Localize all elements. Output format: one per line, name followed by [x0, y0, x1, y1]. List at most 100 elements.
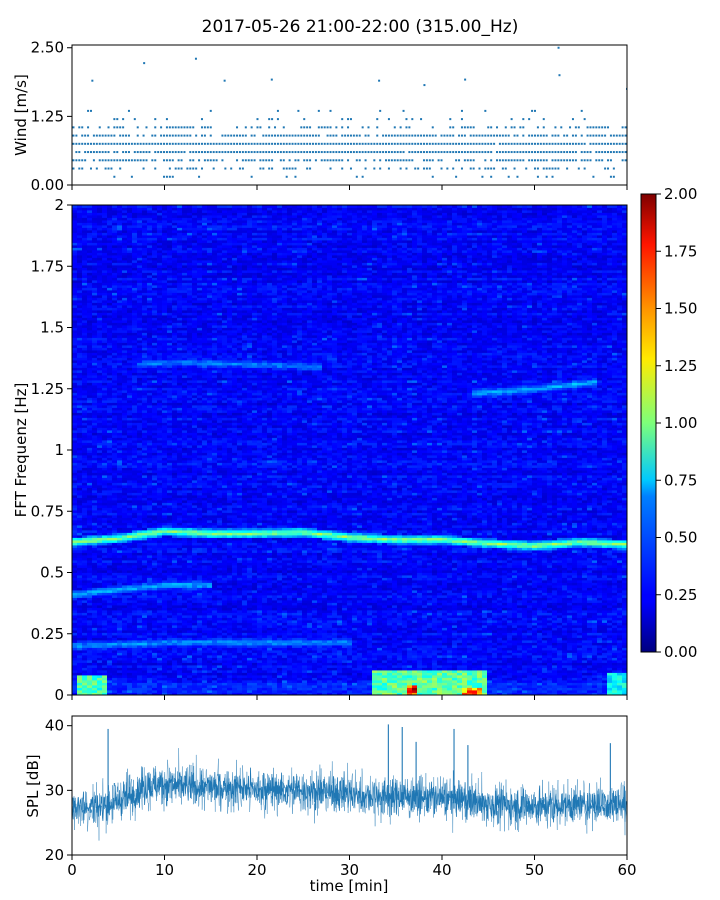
spectrogram-cell [77, 593, 82, 596]
spectrogram-cell [147, 265, 152, 268]
spectrogram-cell [112, 258, 117, 261]
spectrogram-cell [162, 655, 167, 658]
spectrogram-cell [152, 545, 157, 548]
wind-point [289, 159, 291, 161]
wind-point [277, 135, 279, 137]
spectrogram-cell [162, 260, 167, 263]
spectrogram-cell [112, 413, 117, 416]
spectrogram-cell [162, 303, 167, 306]
spectrogram-cell [112, 328, 117, 331]
spectrogram-cell [167, 648, 172, 651]
spectrogram-cell [87, 210, 92, 213]
spectrogram-cell [97, 603, 102, 606]
spectrogram-cell [102, 648, 107, 651]
spectrogram-cell [82, 268, 87, 271]
spectrogram-cell [137, 325, 142, 328]
spectrogram-cell [132, 538, 137, 541]
spectrogram-cell [97, 263, 102, 266]
spectrogram-cell [127, 285, 132, 288]
spectrogram-cell [122, 323, 127, 326]
spectrogram-cell [82, 610, 87, 613]
spectrogram-cell [92, 278, 97, 281]
spectrogram-cell [112, 498, 117, 501]
spectrogram-cell [92, 413, 97, 416]
wind-point [569, 151, 571, 153]
spectrogram-cell [132, 305, 137, 308]
spectrogram-cell [122, 553, 127, 556]
spectrogram-cell [97, 543, 102, 546]
spectrogram-cell [167, 250, 172, 253]
spectrogram-cell [92, 243, 97, 246]
spectrogram-cell [167, 418, 172, 421]
spectrogram-cell [102, 583, 107, 586]
spectrogram-cell [127, 460, 132, 463]
spectrogram-cell [97, 425, 102, 428]
spectrogram-cell [157, 398, 162, 401]
wind-point [239, 135, 241, 137]
spectrogram-cell [152, 525, 157, 528]
spectrogram-cell [122, 625, 127, 628]
wind-point [607, 126, 609, 128]
spectrogram-cell [77, 605, 82, 608]
wind-point [297, 151, 299, 153]
spectrogram-cell [82, 455, 87, 458]
wind-point [592, 143, 594, 145]
wind-point [566, 159, 568, 161]
wind-point [327, 143, 329, 145]
wind-point [598, 151, 600, 153]
spectrogram-cell [137, 425, 142, 428]
spectrogram-cell [152, 543, 157, 546]
spectrogram-cell [82, 665, 87, 668]
spectrogram-cell [172, 643, 177, 646]
spectrogram-cell [122, 355, 127, 358]
wind-point [420, 151, 422, 153]
spectrogram-cell [127, 448, 132, 451]
spectrogram-cell [152, 343, 157, 346]
wind-point [356, 135, 358, 137]
spectrogram-cell [167, 618, 172, 621]
spectrogram-cell [122, 218, 127, 221]
wind-point [350, 118, 352, 120]
wind-point [245, 135, 247, 137]
wind-point [370, 151, 372, 153]
spectrogram-cell [167, 210, 172, 213]
spectrogram-cell [127, 315, 132, 318]
spectrogram-cell [147, 535, 152, 538]
wind-point [181, 159, 183, 161]
spectrogram-cell [82, 585, 87, 588]
spectrogram-cell [112, 553, 117, 556]
spectrogram-cell [92, 600, 97, 603]
spectrogram-cell [167, 215, 172, 218]
spectrogram-cell [162, 520, 167, 523]
spectrogram-cell [92, 208, 97, 211]
spectrogram-cell [72, 683, 77, 686]
spectrogram-cell [117, 235, 122, 238]
spectrogram-cell [147, 543, 152, 546]
spectrogram-cell [132, 398, 137, 401]
spectrogram-cell [132, 623, 137, 626]
wind-point [300, 151, 302, 153]
wind-point [286, 168, 288, 170]
spectrogram-cell [122, 508, 127, 511]
wind-point [403, 110, 405, 112]
spectrogram-cell [92, 678, 97, 681]
wind-point [78, 159, 80, 161]
spectrogram-cell [172, 428, 177, 431]
wind-point [587, 151, 589, 153]
spectrogram-cell [102, 665, 107, 668]
spectrogram-cell [162, 690, 167, 693]
spectrogram-cell [112, 320, 117, 323]
spectrogram-cell [107, 620, 112, 623]
spectrogram-cell [147, 675, 152, 678]
spectrogram-cell [162, 485, 167, 488]
wind-point [391, 159, 393, 161]
spectrogram-cell [112, 450, 117, 453]
spectrogram-cell [107, 545, 112, 548]
spectrogram-cell [82, 258, 87, 261]
spectrogram-cell [112, 473, 117, 476]
spectrogram-cell [167, 223, 172, 226]
spectrogram-cell [137, 318, 142, 321]
wind-point [210, 159, 212, 161]
spectrogram-cell [92, 560, 97, 563]
spectrogram-cell [142, 240, 147, 243]
